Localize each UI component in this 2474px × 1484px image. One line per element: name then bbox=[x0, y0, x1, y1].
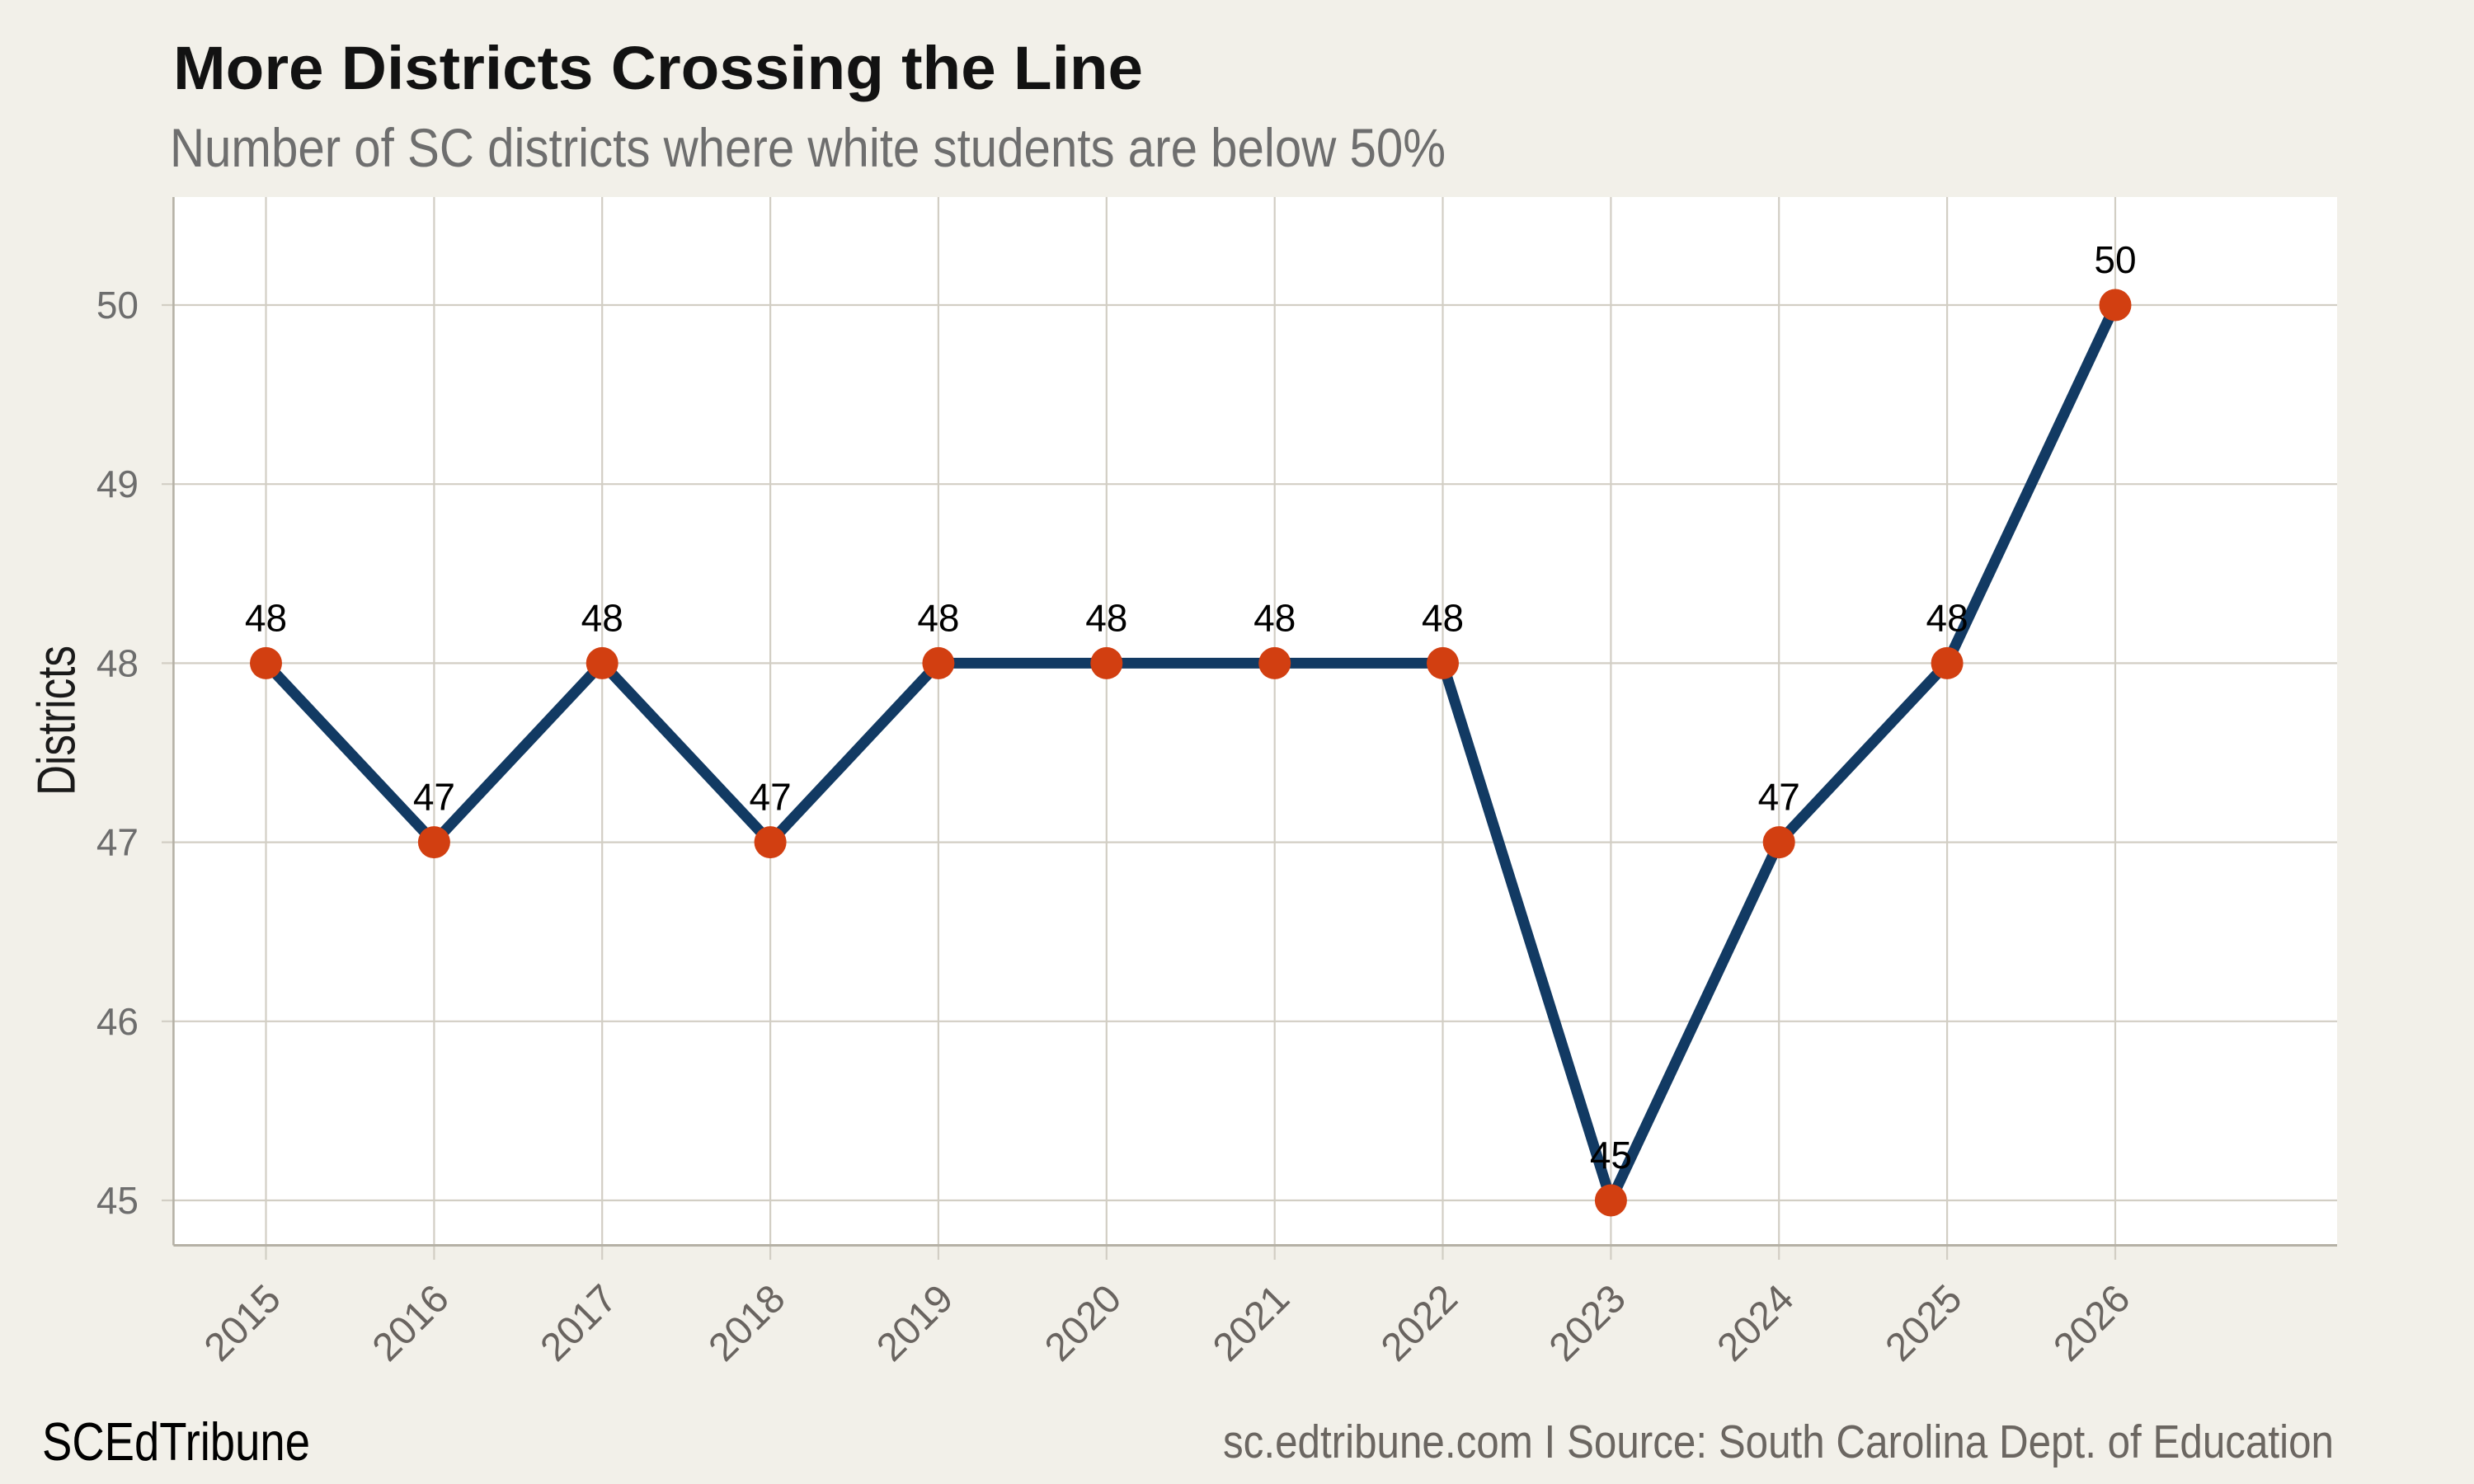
svg-text:48: 48 bbox=[581, 596, 623, 639]
svg-text:sc.edtribune.com I Source: Sou: sc.edtribune.com I Source: South Carolin… bbox=[1223, 1416, 2334, 1468]
svg-text:48: 48 bbox=[1422, 596, 1464, 639]
svg-text:More Districts Crossing the Li: More Districts Crossing the Line bbox=[173, 34, 1143, 102]
svg-text:48: 48 bbox=[96, 641, 139, 684]
svg-text:50: 50 bbox=[96, 284, 139, 326]
svg-text:Districts: Districts bbox=[26, 646, 87, 796]
svg-text:45: 45 bbox=[96, 1179, 139, 1222]
svg-text:45: 45 bbox=[1590, 1134, 1632, 1176]
svg-text:46: 46 bbox=[96, 1000, 139, 1043]
svg-text:48: 48 bbox=[917, 596, 959, 639]
svg-text:47: 47 bbox=[413, 776, 455, 819]
svg-text:47: 47 bbox=[1758, 776, 1800, 819]
svg-text:48: 48 bbox=[1253, 596, 1296, 639]
svg-text:48: 48 bbox=[245, 596, 287, 639]
svg-text:48: 48 bbox=[1926, 596, 1968, 639]
svg-text:49: 49 bbox=[96, 463, 139, 505]
svg-text:50: 50 bbox=[2094, 238, 2136, 281]
svg-text:47: 47 bbox=[96, 821, 139, 864]
svg-text:48: 48 bbox=[1085, 596, 1127, 639]
svg-text:47: 47 bbox=[750, 776, 792, 819]
svg-text:Number of SC districts where w: Number of SC districts where white stude… bbox=[170, 117, 1446, 178]
svg-text:SCEdTribune: SCEdTribune bbox=[42, 1411, 310, 1472]
